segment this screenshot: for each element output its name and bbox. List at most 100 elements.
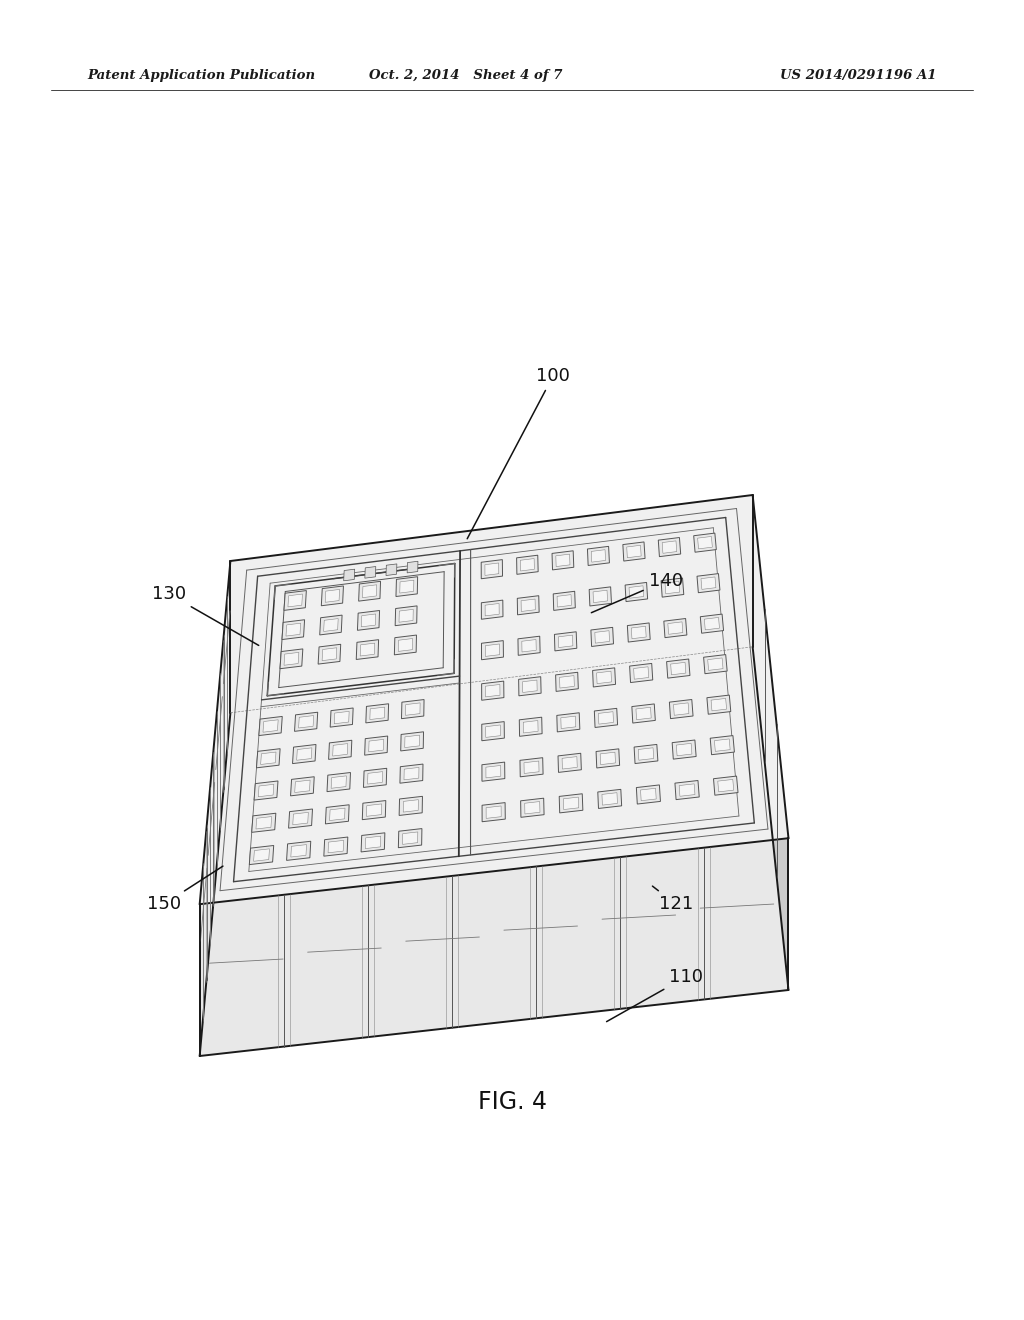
Polygon shape — [254, 781, 278, 800]
Polygon shape — [629, 586, 644, 598]
Text: 110: 110 — [606, 968, 703, 1022]
Polygon shape — [559, 676, 574, 688]
Polygon shape — [563, 797, 579, 809]
Polygon shape — [672, 741, 696, 759]
Polygon shape — [400, 764, 423, 783]
Polygon shape — [707, 696, 731, 714]
Polygon shape — [327, 772, 350, 792]
Polygon shape — [708, 657, 723, 671]
Polygon shape — [482, 803, 505, 822]
Polygon shape — [561, 717, 575, 729]
Text: 130: 130 — [152, 585, 259, 645]
Polygon shape — [254, 849, 269, 861]
Polygon shape — [408, 561, 418, 573]
Polygon shape — [481, 640, 504, 660]
Polygon shape — [394, 635, 417, 655]
Polygon shape — [297, 748, 312, 760]
Polygon shape — [521, 599, 536, 611]
Polygon shape — [370, 708, 385, 719]
Polygon shape — [399, 796, 423, 816]
Polygon shape — [288, 594, 302, 607]
Polygon shape — [634, 667, 648, 680]
Polygon shape — [284, 590, 306, 610]
Polygon shape — [399, 581, 414, 593]
Text: Oct. 2, 2014   Sheet 4 of 7: Oct. 2, 2014 Sheet 4 of 7 — [370, 69, 562, 82]
Polygon shape — [318, 644, 341, 664]
Polygon shape — [718, 779, 734, 792]
Polygon shape — [556, 672, 579, 692]
Polygon shape — [558, 754, 582, 772]
Polygon shape — [697, 574, 720, 593]
Polygon shape — [289, 809, 312, 828]
Polygon shape — [705, 618, 720, 630]
Polygon shape — [588, 546, 609, 565]
Polygon shape — [322, 586, 343, 606]
Polygon shape — [256, 748, 281, 768]
Polygon shape — [597, 671, 611, 684]
Polygon shape — [365, 566, 376, 578]
Polygon shape — [596, 748, 620, 768]
Polygon shape — [625, 582, 647, 602]
Polygon shape — [282, 620, 304, 639]
Polygon shape — [485, 685, 500, 697]
Polygon shape — [396, 577, 418, 597]
Polygon shape — [295, 780, 310, 792]
Polygon shape — [524, 801, 540, 814]
Polygon shape — [670, 700, 693, 718]
Polygon shape — [595, 631, 609, 643]
Polygon shape — [366, 704, 388, 723]
Text: FIG. 4: FIG. 4 — [477, 1090, 547, 1114]
Polygon shape — [365, 737, 388, 755]
Polygon shape — [356, 640, 379, 660]
Polygon shape — [364, 768, 387, 788]
Polygon shape — [594, 709, 617, 727]
Polygon shape — [328, 841, 344, 853]
Polygon shape — [636, 708, 651, 719]
Polygon shape — [589, 587, 611, 606]
Polygon shape — [636, 785, 660, 804]
Polygon shape — [627, 545, 641, 558]
Polygon shape — [664, 619, 687, 638]
Polygon shape — [552, 550, 573, 570]
Polygon shape — [638, 747, 653, 760]
Polygon shape — [628, 623, 650, 642]
Polygon shape — [404, 735, 420, 747]
Polygon shape — [662, 578, 684, 597]
Polygon shape — [366, 836, 381, 849]
Polygon shape — [485, 725, 501, 738]
Polygon shape — [519, 717, 542, 737]
Polygon shape — [517, 556, 539, 574]
Text: 150: 150 — [146, 866, 223, 913]
Polygon shape — [553, 591, 575, 610]
Polygon shape — [398, 829, 422, 847]
Polygon shape — [280, 649, 303, 669]
Polygon shape — [557, 713, 580, 731]
Polygon shape — [641, 788, 656, 801]
Polygon shape — [406, 702, 420, 715]
Polygon shape — [402, 832, 418, 845]
Text: Patent Application Publication: Patent Application Publication — [87, 69, 315, 82]
Polygon shape — [593, 668, 615, 686]
Polygon shape — [256, 817, 271, 829]
Polygon shape — [520, 799, 544, 817]
Polygon shape — [486, 807, 501, 818]
Text: 100: 100 — [467, 367, 570, 539]
Polygon shape — [358, 581, 381, 601]
Polygon shape — [369, 739, 384, 752]
Polygon shape — [401, 700, 424, 718]
Polygon shape — [520, 758, 543, 776]
Polygon shape — [293, 812, 308, 825]
Polygon shape — [329, 741, 352, 759]
Polygon shape — [632, 626, 646, 639]
Polygon shape — [675, 780, 699, 800]
Polygon shape — [361, 614, 376, 627]
Polygon shape — [330, 708, 353, 727]
Polygon shape — [291, 776, 314, 796]
Polygon shape — [593, 590, 607, 603]
Polygon shape — [665, 581, 680, 594]
Polygon shape — [701, 577, 716, 589]
Polygon shape — [485, 603, 499, 616]
Polygon shape — [323, 648, 337, 660]
Polygon shape — [344, 569, 354, 581]
Polygon shape — [291, 845, 306, 857]
